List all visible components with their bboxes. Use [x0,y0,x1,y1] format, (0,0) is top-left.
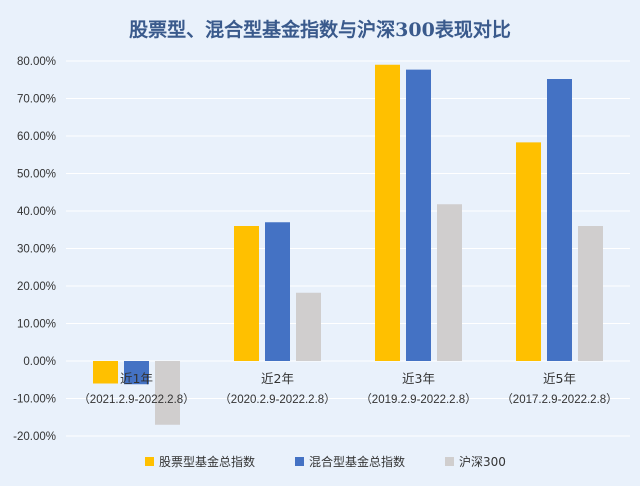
x-category-period: （2017.2.9-2022.2.8） [501,393,617,406]
x-category-label: 近1年 [120,371,153,386]
y-tick-label: 80.00% [17,56,56,68]
legend-swatch-1 [145,457,154,466]
y-tick-label: 20.00% [17,281,56,293]
x-category-period: （2021.2.9-2022.2.8） [78,393,194,406]
legend: 股票型基金总指数 混合型基金总指数 沪深300 [145,454,506,469]
y-tick-label: -10.00% [13,394,56,406]
bar-2-4 [547,79,572,361]
legend-swatch-2 [295,457,304,466]
y-tick-label: 60.00% [17,131,56,143]
y-tick-label: 50.00% [17,169,56,181]
bar-1-1 [93,361,118,384]
y-axis: -20.00% -10.00% 0.00% 10.00% 20.00% 30.00% 40.… [13,56,56,443]
legend-label-1: 股票型基金总指数 [159,454,255,469]
bar-3-1 [155,361,180,425]
bar-1-3 [375,64,400,361]
x-category-label: 近3年 [402,371,435,386]
legend-swatch-3 [445,457,454,466]
bar-1-2 [234,226,259,361]
bar-1-4 [516,142,541,361]
x-category-label: 近5年 [543,371,576,386]
y-tick-label: 10.00% [17,319,56,331]
y-tick-label: -20.00% [13,431,56,443]
y-tick-label: 70.00% [17,94,56,106]
legend-label-2: 混合型基金总指数 [309,454,405,469]
y-tick-label: 40.00% [17,206,56,218]
bar-3-4 [578,226,603,361]
bar-2-2 [265,222,290,361]
x-category-period: （2019.2.9-2022.2.8） [360,393,476,406]
chart-title: 股票型、混合型基金指数与沪深300表现对比 [129,18,511,41]
y-tick-label: 0.00% [23,356,56,368]
bar-2-1 [124,361,149,385]
y-tick-label: 30.00% [17,244,56,256]
bar-3-2 [296,292,321,361]
bars [93,64,603,425]
x-category-label: 近2年 [261,371,294,386]
x-axis: 近1年 （2021.2.9-2022.2.8） 近2年 （2020.2.9-2022.… [78,371,617,406]
x-category-period: （2020.2.9-2022.2.8） [219,393,335,406]
legend-label-3: 沪深300 [459,455,506,469]
bar-3-3 [437,204,462,361]
bar-2-3 [406,69,431,361]
